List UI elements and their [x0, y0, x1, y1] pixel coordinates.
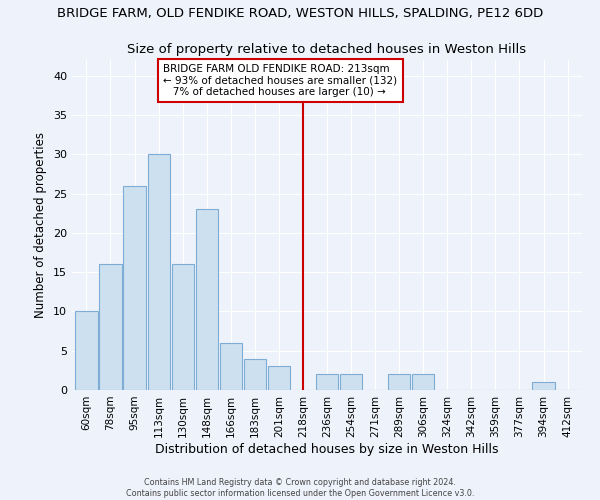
Bar	[340, 374, 362, 390]
Text: Contains HM Land Registry data © Crown copyright and database right 2024.
Contai: Contains HM Land Registry data © Crown c…	[126, 478, 474, 498]
Bar	[124, 186, 146, 390]
Bar	[100, 264, 122, 390]
Bar	[316, 374, 338, 390]
Bar	[412, 374, 434, 390]
Bar	[388, 374, 410, 390]
Bar	[220, 343, 242, 390]
Bar	[148, 154, 170, 390]
Text: BRIDGE FARM OLD FENDIKE ROAD: 213sqm
← 93% of detached houses are smaller (132)
: BRIDGE FARM OLD FENDIKE ROAD: 213sqm ← 9…	[163, 64, 398, 97]
Bar	[76, 312, 98, 390]
Bar	[244, 358, 266, 390]
Text: BRIDGE FARM, OLD FENDIKE ROAD, WESTON HILLS, SPALDING, PE12 6DD: BRIDGE FARM, OLD FENDIKE ROAD, WESTON HI…	[57, 8, 543, 20]
X-axis label: Distribution of detached houses by size in Weston Hills: Distribution of detached houses by size …	[155, 442, 499, 456]
Bar	[196, 210, 218, 390]
Y-axis label: Number of detached properties: Number of detached properties	[34, 132, 47, 318]
Title: Size of property relative to detached houses in Weston Hills: Size of property relative to detached ho…	[127, 43, 527, 56]
Bar	[532, 382, 554, 390]
Bar	[172, 264, 194, 390]
Bar	[268, 366, 290, 390]
